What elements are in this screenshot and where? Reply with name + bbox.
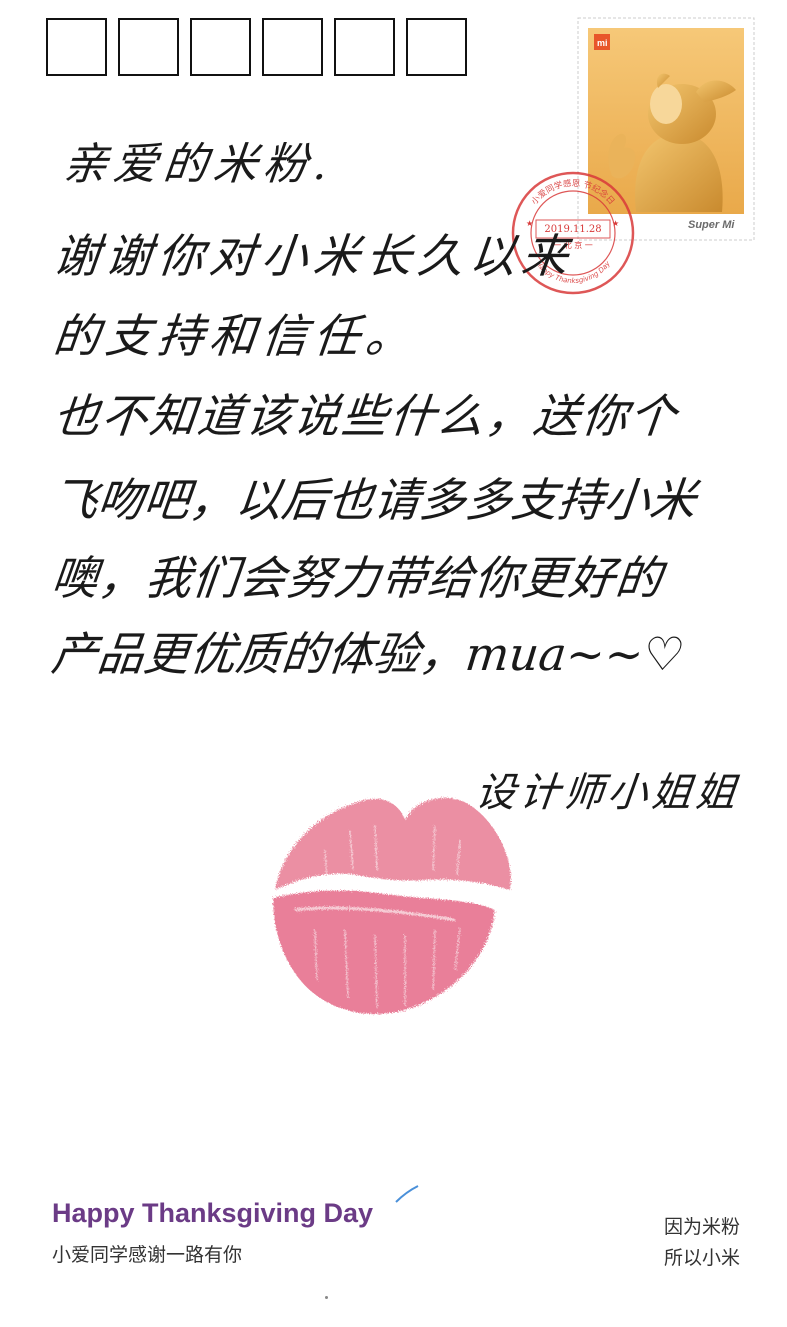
message-line: 谢谢你对小米长久以来 [50,229,577,283]
message-line: 产品更优质的体验，mua~~♡ [48,627,688,681]
mi-bunny-mascot-icon [608,73,736,212]
postcode-box [46,18,107,76]
mi-logo-icon [594,34,610,50]
footer-slogan-line-2: 所以小米 [664,1247,741,1269]
postcode-box [334,18,395,76]
scan-speck [325,1296,328,1299]
svg-text:★: ★ [526,219,533,228]
stamp-brand-text: Super Mi [688,219,735,231]
postcode-box [118,18,179,76]
postmark-date: 2019.11.28 [544,224,601,235]
pen-stroke-mark [395,1185,419,1203]
postmark-city: 一 北 京 一 [553,240,593,250]
footer-slogan: 因为米粉 所以小米 [664,1212,740,1274]
message-line: 也不知道该说些什么，送你个 [50,389,681,443]
stamp-logo-text: mi [597,38,608,48]
message-greeting: 亲爱的米粉. [60,139,337,190]
postmark-seal: 小爱同学感恩 节纪念日 2019.11.28 一 北 京 一 Happy Tha… [511,171,635,295]
postcode-box [262,18,323,76]
svg-text:★: ★ [612,219,619,228]
footer-subtitle: 小爱同学感谢一路有你 [52,1244,243,1266]
postcode-box [406,18,467,76]
postage-stamp: mi Super Mi [577,17,755,241]
footer-slogan-line-1: 因为米粉 [664,1216,741,1238]
footer-title: Happy Thanksgiving Day [52,1198,374,1228]
postcode-boxes [46,18,467,76]
message-line: 的支持和信任。 [50,309,421,363]
message-line: 噢，我们会努力带给你更好的 [48,551,666,605]
lipstick-kiss-icon [273,797,511,1014]
message-line: 飞吻吧，以后也请多多支持小米 [48,473,699,527]
postcode-box [190,18,251,76]
